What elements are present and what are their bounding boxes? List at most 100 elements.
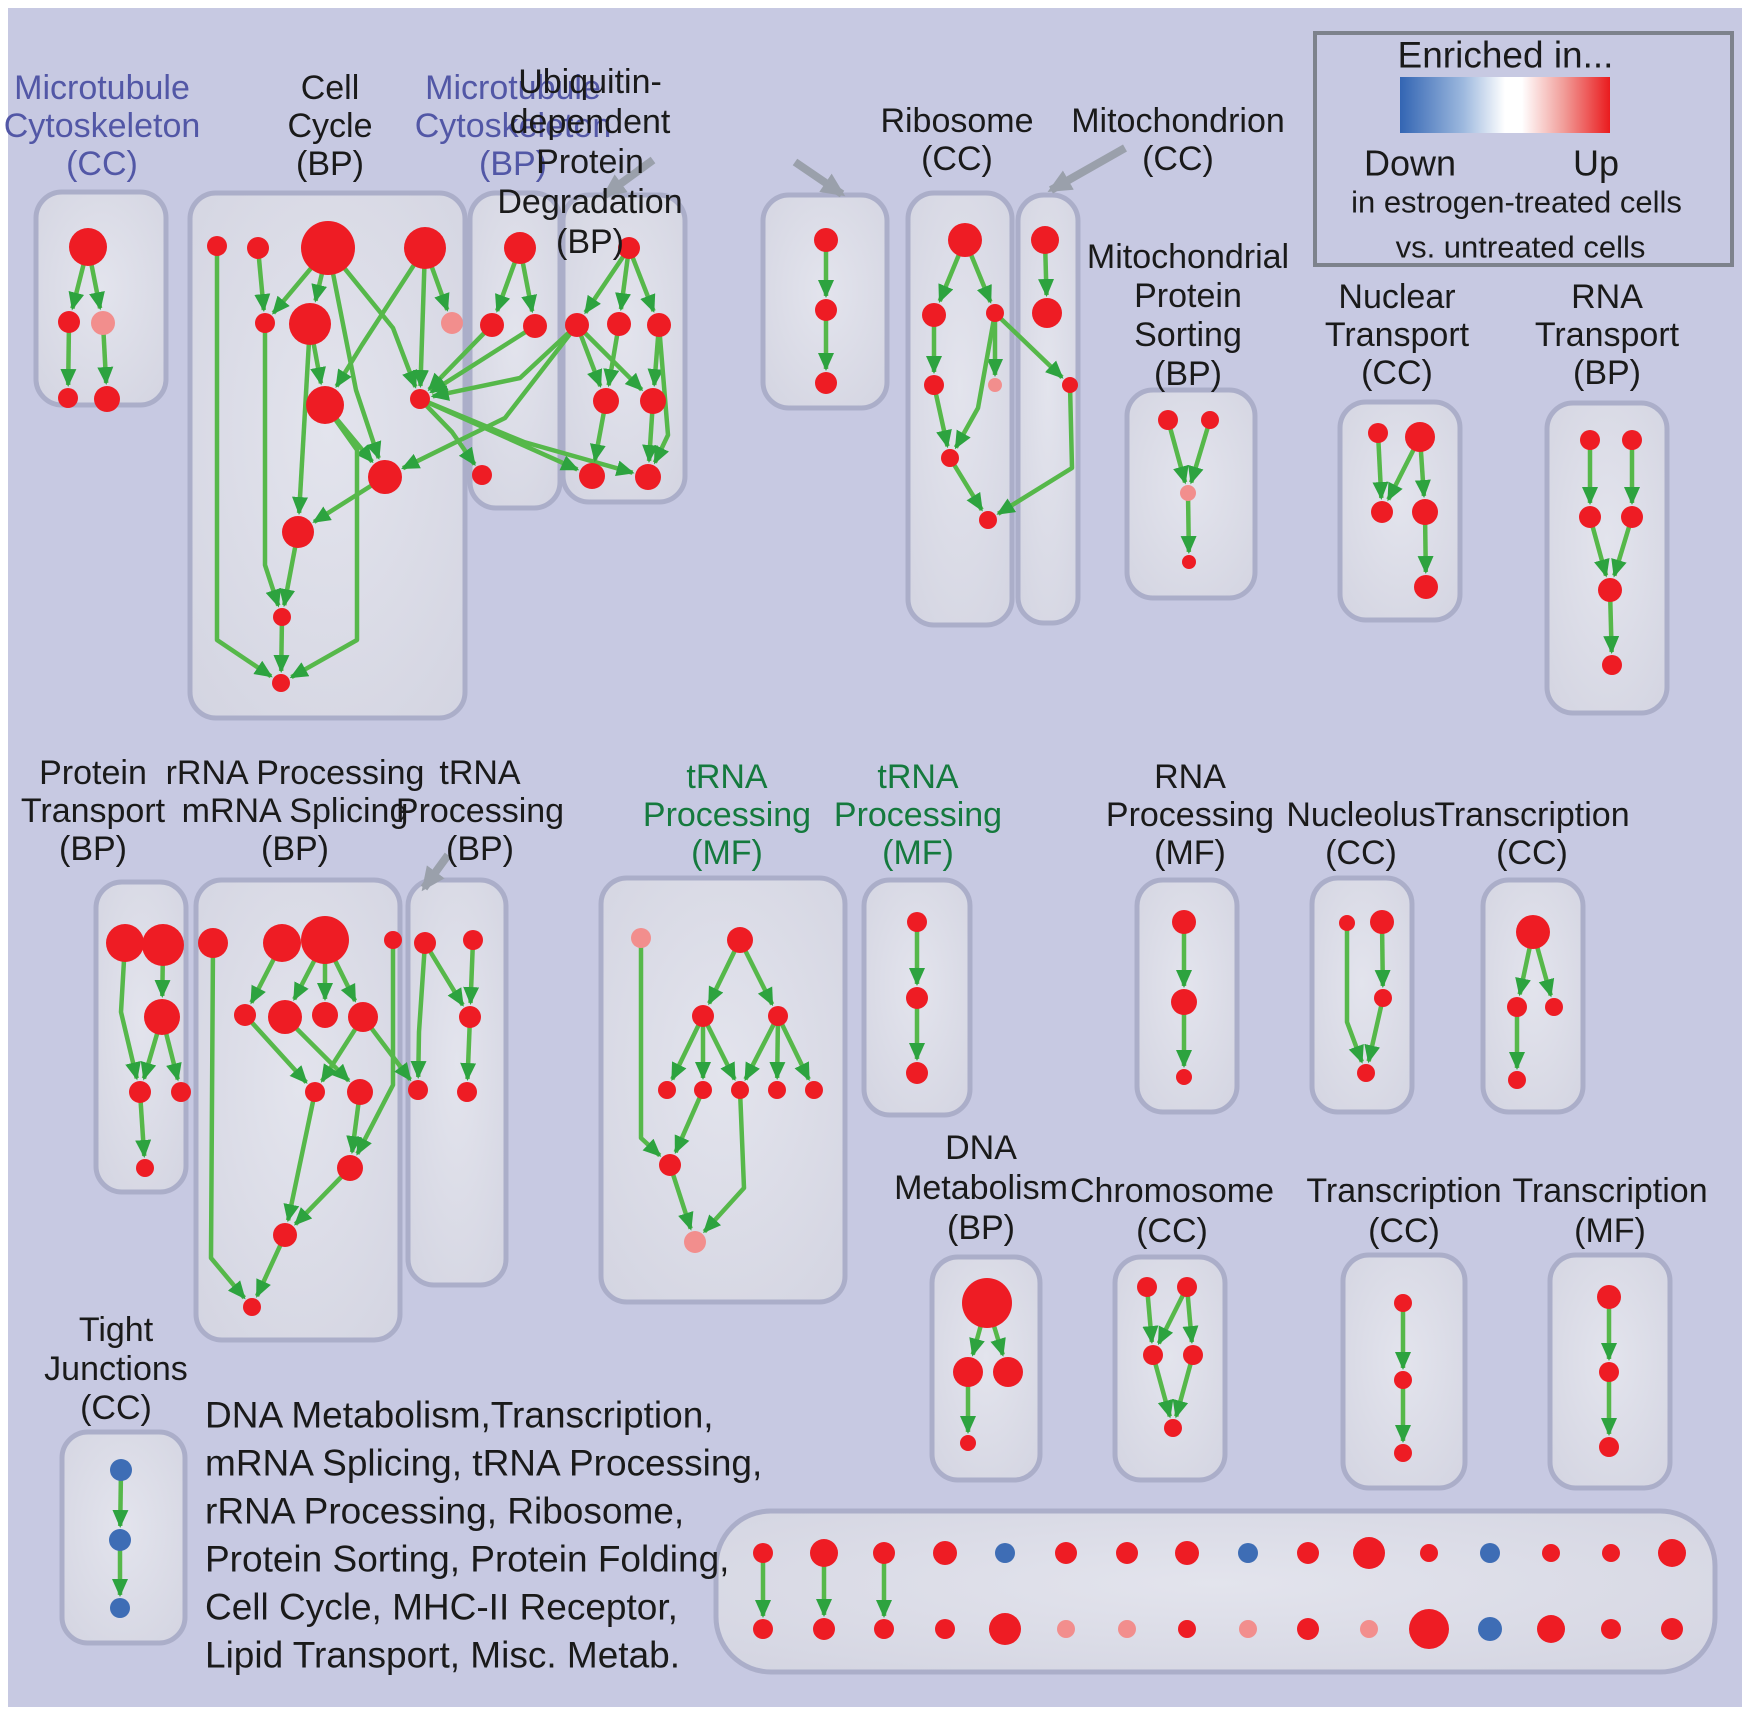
node-rb5 bbox=[988, 378, 1002, 392]
node-tm4 bbox=[768, 1006, 788, 1026]
label-ubiquitin-degradation-bp: Ubiquitin-dependent Protein Degradation (BP… bbox=[497, 63, 682, 261]
label-microtubule-cytoskeleton-bp: Microtubule Cytoskeleton (BP) bbox=[415, 69, 612, 183]
node-cc12 bbox=[273, 608, 291, 626]
edge-ms3-ms4 bbox=[1180, 492, 1197, 555]
edge-ms1-ms3 bbox=[1165, 419, 1189, 485]
node-bb1t bbox=[753, 1543, 773, 1563]
node-bb2t bbox=[810, 1539, 838, 1567]
node-nu2 bbox=[1370, 910, 1394, 934]
edge-tm3-tm5 bbox=[670, 1015, 706, 1082]
edge-nt1-nt3 bbox=[1372, 432, 1389, 501]
category-list-line-2: mRNA Splicing, tRNA Processing, bbox=[205, 1443, 762, 1484]
node-bb6b bbox=[1057, 1620, 1075, 1638]
node-tc3 bbox=[1545, 998, 1563, 1016]
ubiquitin-pointer-right-arrow-icon bbox=[792, 158, 846, 198]
edge-cc8-cc13 bbox=[289, 403, 360, 680]
label-rna-transport-bp: RNA Transport (BP) bbox=[1535, 278, 1680, 392]
node-dm1 bbox=[962, 1278, 1012, 1328]
edge-rr1-rr13 bbox=[208, 942, 247, 1300]
box-dna-metabolism bbox=[929, 1254, 1043, 1483]
edge-cc3-cc9 bbox=[326, 246, 418, 389]
node-cc10 bbox=[368, 460, 402, 494]
box-trna-processing-mf-1 bbox=[598, 875, 848, 1305]
node-ms4 bbox=[1182, 555, 1196, 569]
mitochondrion-pointer-arrow-icon bbox=[1047, 144, 1127, 194]
node-bb10b bbox=[1297, 1618, 1319, 1640]
edge-ch2-ch3 bbox=[1156, 1285, 1190, 1346]
label-transcription-cc-bottom: Transcription (CC) bbox=[1306, 1172, 1501, 1250]
box-transcription-cc-mid bbox=[1480, 877, 1586, 1115]
edge-cc6-cc11 bbox=[292, 323, 313, 516]
edge-tm1-tm10 bbox=[638, 938, 662, 1158]
label-cell-cycle-bp: Cell Cycle (BP) bbox=[287, 69, 372, 183]
box-microtubule-cc bbox=[33, 189, 169, 408]
node-tm9 bbox=[805, 1081, 823, 1099]
node-ts3 bbox=[906, 1062, 928, 1084]
node-mb2 bbox=[480, 313, 504, 337]
node-nu3 bbox=[1374, 989, 1392, 1007]
node-tb3 bbox=[459, 1006, 481, 1028]
node-tm8 bbox=[768, 1081, 786, 1099]
edge-tm3-tm7 bbox=[700, 1014, 737, 1082]
node-mc2 bbox=[58, 311, 80, 333]
legend-down-label: Down bbox=[1364, 143, 1456, 184]
node-tm3 bbox=[692, 1005, 714, 1027]
edge-cc3-cc10 bbox=[325, 247, 382, 460]
node-dg1 bbox=[814, 228, 838, 252]
edge-rr9-rr12 bbox=[283, 1091, 318, 1223]
node-tm7 bbox=[731, 1081, 749, 1099]
node-tj3 bbox=[110, 1598, 130, 1618]
node-rr13 bbox=[243, 1298, 261, 1316]
node-rp2 bbox=[1171, 989, 1197, 1015]
node-bb13b bbox=[1478, 1617, 1502, 1641]
node-mt1 bbox=[1031, 226, 1059, 254]
edge-cc1-cc13 bbox=[214, 246, 273, 679]
edge-rr5-rr9 bbox=[243, 1013, 308, 1084]
edge-ub2-cc10 bbox=[401, 323, 579, 471]
node-cc1 bbox=[207, 236, 227, 256]
node-pt3 bbox=[144, 999, 180, 1035]
edge-tm7-tm11 bbox=[702, 1089, 747, 1234]
trna-bp-pointer-arrow-icon bbox=[420, 852, 452, 892]
node-cc2 bbox=[247, 237, 269, 259]
node-bb16b bbox=[1661, 1618, 1683, 1640]
node-rb1 bbox=[948, 223, 982, 257]
node-rp3 bbox=[1176, 1069, 1192, 1085]
edge-cc4-cc9 bbox=[412, 247, 429, 389]
box-misc-strip bbox=[713, 1508, 1718, 1675]
edge-tb1-tb3 bbox=[423, 941, 465, 1007]
edge-ub4-ub8 bbox=[652, 324, 671, 465]
category-list-line-5: Cell Cycle, MHC-II Receptor, bbox=[205, 1587, 678, 1628]
node-rb3 bbox=[986, 304, 1004, 322]
node-bb15t bbox=[1602, 1544, 1620, 1562]
label-dna-metabolism-bp: DNA Metabolism (BP) bbox=[894, 1129, 1068, 1247]
edge-cc12-cc13 bbox=[273, 616, 290, 674]
node-rr4 bbox=[384, 931, 402, 949]
edge-tm10-tm11 bbox=[667, 1164, 694, 1231]
edge-tm4-tm9 bbox=[775, 1015, 811, 1082]
node-bb9t bbox=[1238, 1543, 1258, 1563]
node-pt6 bbox=[136, 1159, 154, 1177]
category-list-line-1: DNA Metabolism,Transcription, bbox=[205, 1395, 714, 1436]
node-ch3 bbox=[1143, 1345, 1163, 1365]
node-rr10 bbox=[347, 1079, 373, 1105]
node-rr7 bbox=[312, 1002, 338, 1028]
legend-title: Enriched in... bbox=[1398, 35, 1614, 76]
legend-subtitle-1: in estrogen-treated cells bbox=[1351, 185, 1682, 220]
node-ch2 bbox=[1177, 1277, 1197, 1297]
node-cc9 bbox=[410, 389, 430, 409]
legend-up-label: Up bbox=[1573, 143, 1619, 184]
edge-nu1-nu4 bbox=[1344, 923, 1364, 1064]
node-ub1 bbox=[618, 237, 640, 259]
node-pt4 bbox=[129, 1081, 151, 1103]
label-ribosome-cc: Ribosome (CC) bbox=[880, 102, 1033, 178]
box-trna-processing-bp bbox=[405, 877, 509, 1288]
node-rr12 bbox=[273, 1223, 297, 1247]
node-tb1 bbox=[414, 932, 436, 954]
category-text-block: DNA Metabolism,Transcription, mRNA Splici… bbox=[205, 1395, 762, 1676]
node-nt1 bbox=[1368, 423, 1388, 443]
node-nt3 bbox=[1371, 501, 1393, 523]
node-tb2 bbox=[463, 930, 483, 950]
node-t2b bbox=[1394, 1371, 1412, 1389]
node-tc2 bbox=[1507, 997, 1527, 1017]
